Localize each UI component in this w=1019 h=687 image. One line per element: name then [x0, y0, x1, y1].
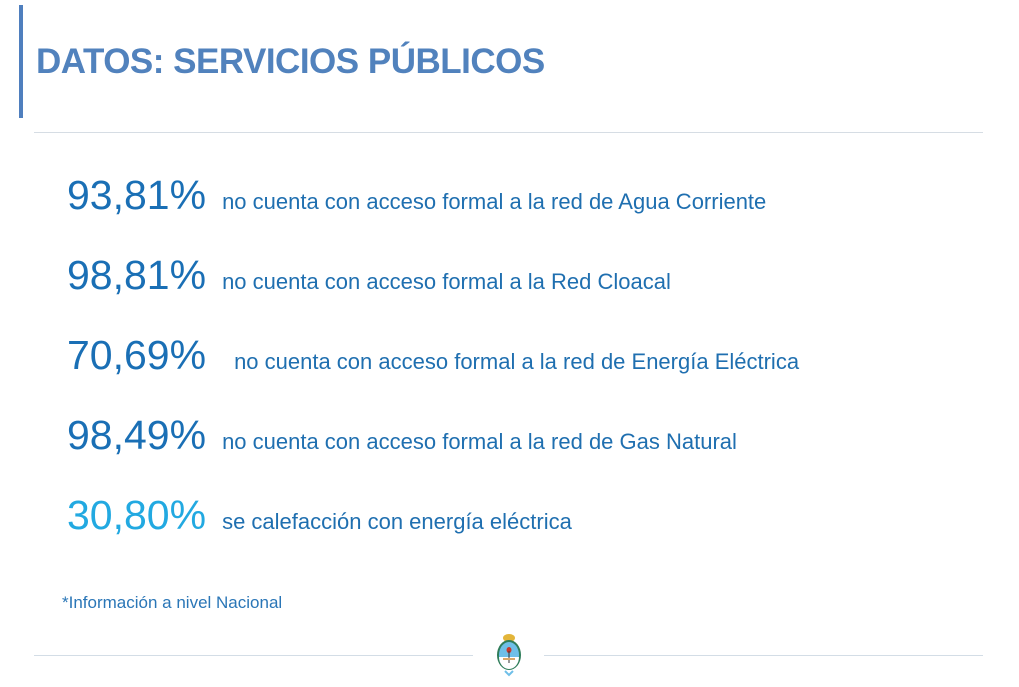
stat-text: no cuenta con acceso formal a la Red Clo… [222, 269, 671, 294]
footer-line-right [544, 655, 983, 656]
stat-row: 98,49% no cuenta con acceso formal a la r… [67, 412, 737, 459]
footer-line-left [34, 655, 473, 656]
stat-text: no cuenta con acceso formal a la red de … [234, 349, 800, 374]
slide-title: DATOS: SERVICIOS PÚBLICOS [36, 42, 545, 81]
stat-value: 93,81% [67, 172, 207, 218]
stat-value: 70,69% [67, 332, 207, 378]
stat-value: 98,81% [67, 252, 207, 298]
stat-row: 93,81% no cuenta con acceso formal a la r… [67, 172, 766, 219]
footnote: *Información a nivel Nacional [62, 593, 283, 612]
stat-row: 30,80% se calefacción con energía eléctri… [67, 492, 572, 539]
stat-row: 98,81% no cuenta con acceso formal a la R… [67, 252, 671, 299]
coat-of-arms-logo [497, 634, 521, 677]
stat-text: se calefacción con energía eléctrica [222, 509, 572, 534]
stat-text: no cuenta con acceso formal a la red de … [222, 189, 767, 214]
stat-row: 70,69% no cuenta con acceso formal a la r… [67, 332, 799, 379]
stat-value: 98,49% [67, 412, 207, 458]
stat-value: 30,80% [67, 492, 207, 538]
divider [34, 132, 983, 133]
stat-text: no cuenta con acceso formal a la red de … [222, 429, 737, 454]
title-accent-bar [19, 5, 23, 118]
